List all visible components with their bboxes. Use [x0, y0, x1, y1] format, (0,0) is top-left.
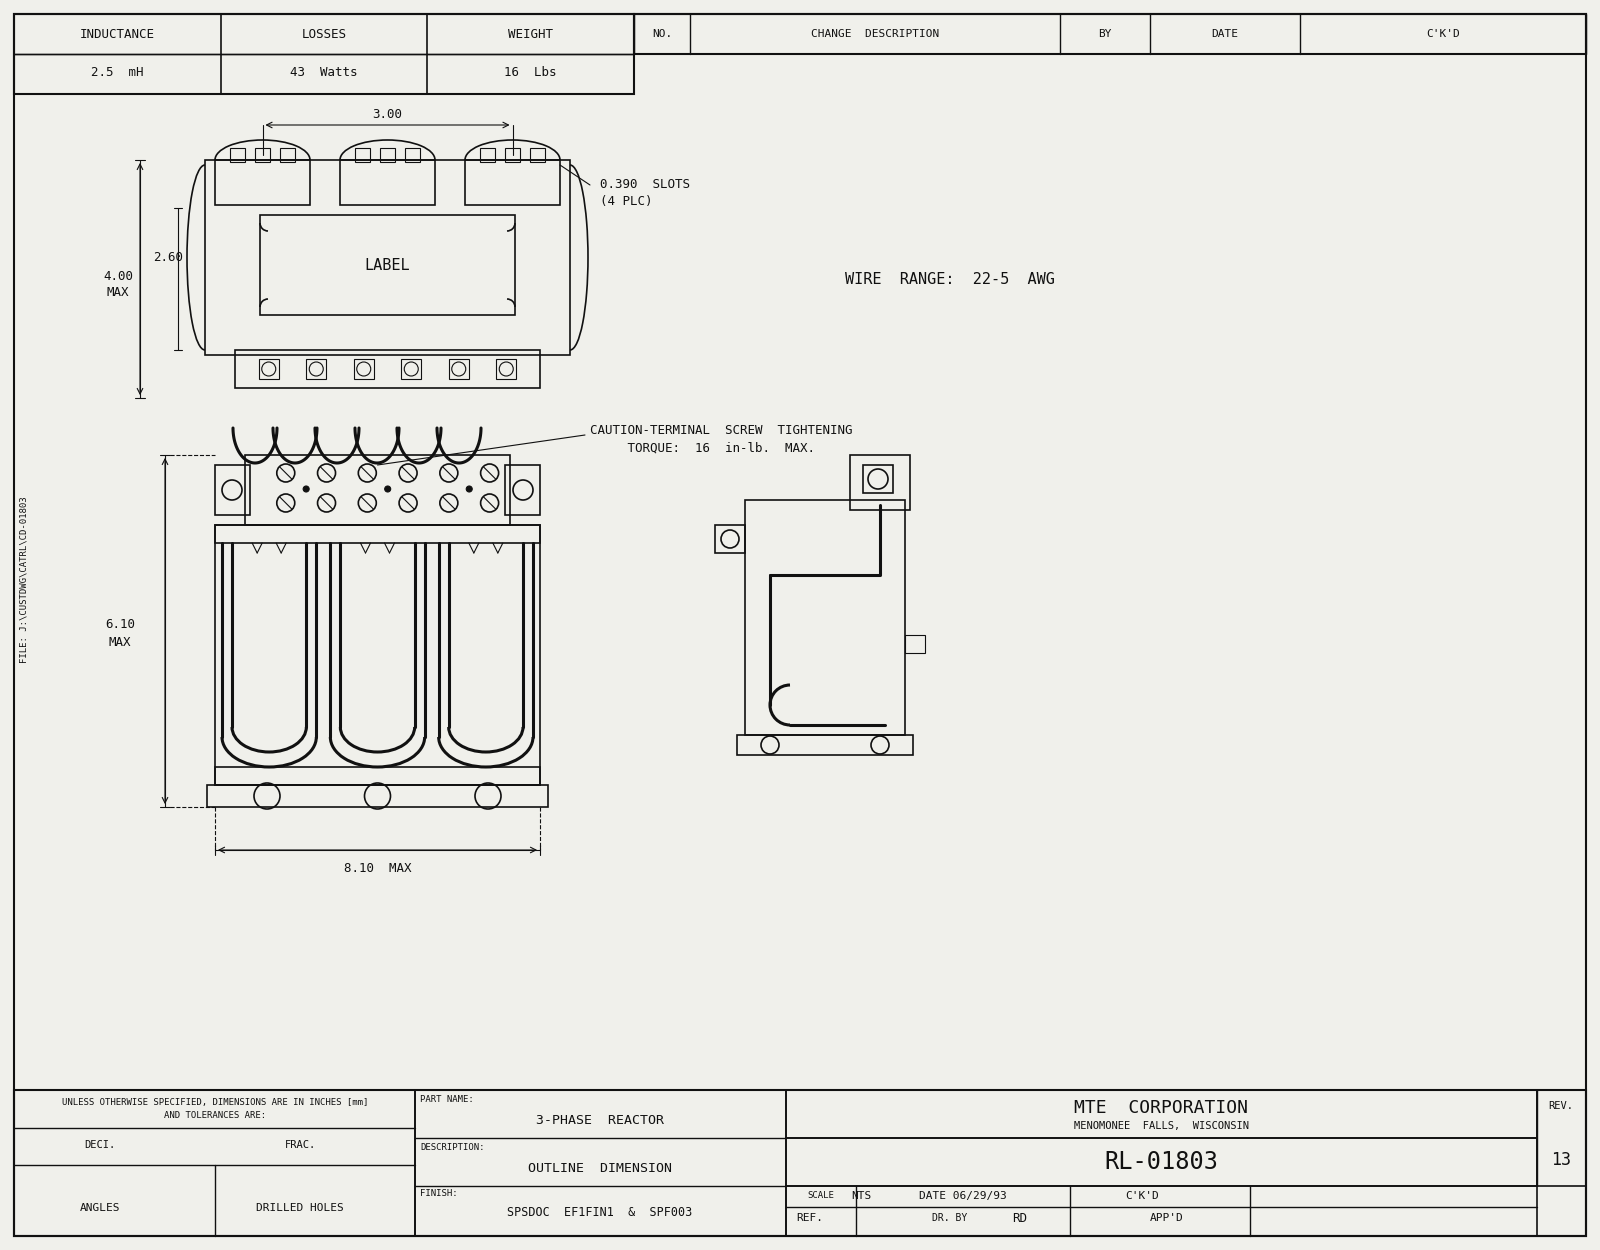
Circle shape	[302, 486, 309, 492]
Text: INDUCTANCE: INDUCTANCE	[80, 28, 155, 40]
Bar	[506, 465, 541, 515]
Bar	[786, 1090, 1538, 1138]
Bar	[354, 359, 374, 379]
Bar	[254, 148, 270, 162]
Bar	[280, 148, 294, 162]
Text: FILE: J:\CUSTDWG\CATRL\CD-01803: FILE: J:\CUSTDWG\CATRL\CD-01803	[19, 496, 29, 664]
Text: ANGLES: ANGLES	[80, 1202, 120, 1212]
Text: 2.5  mH: 2.5 mH	[91, 66, 144, 80]
Text: 43  Watts: 43 Watts	[290, 66, 358, 80]
Bar	[235, 350, 541, 388]
Bar	[206, 785, 547, 808]
Text: 16  Lbs: 16 Lbs	[504, 66, 557, 80]
Text: SPSDOC  EF1FIN1  &  SPF003: SPSDOC EF1FIN1 & SPF003	[507, 1205, 693, 1219]
Bar	[506, 148, 520, 162]
Circle shape	[384, 486, 390, 492]
Text: DATE: DATE	[1211, 29, 1238, 39]
Bar	[448, 359, 469, 379]
Bar	[738, 735, 914, 755]
Bar	[480, 148, 494, 162]
Text: 6.10: 6.10	[106, 619, 134, 631]
Bar	[214, 525, 541, 785]
Text: DR. BY: DR. BY	[933, 1212, 968, 1222]
Text: APP'D: APP'D	[1150, 1212, 1184, 1222]
Text: (4 PLC): (4 PLC)	[600, 195, 653, 208]
Text: CHANGE  DESCRIPTION: CHANGE DESCRIPTION	[811, 29, 939, 39]
Bar	[214, 525, 541, 542]
Bar	[259, 359, 278, 379]
Text: 13: 13	[1550, 1151, 1571, 1169]
Text: TORQUE:  16  in-lb.  MAX.: TORQUE: 16 in-lb. MAX.	[590, 441, 814, 455]
Bar	[355, 148, 370, 162]
Bar	[850, 455, 910, 510]
Text: 8.10  MAX: 8.10 MAX	[344, 861, 411, 875]
Bar	[862, 465, 893, 492]
Bar	[205, 160, 570, 355]
Text: SCALE: SCALE	[808, 1191, 835, 1200]
Bar	[405, 148, 419, 162]
Text: FRAC.: FRAC.	[285, 1140, 315, 1150]
Text: C'K'D: C'K'D	[1426, 29, 1459, 39]
Bar	[786, 1186, 1538, 1236]
Text: WEIGHT: WEIGHT	[509, 28, 554, 40]
Text: DRILLED HOLES: DRILLED HOLES	[256, 1202, 344, 1212]
Bar	[1538, 1090, 1586, 1186]
Text: UNLESS OTHERWISE SPECIFIED, DIMENSIONS ARE IN INCHES [mm]: UNLESS OTHERWISE SPECIFIED, DIMENSIONS A…	[62, 1098, 368, 1106]
Text: MAX: MAX	[107, 286, 130, 299]
Text: MAX: MAX	[109, 635, 131, 649]
Bar	[245, 455, 510, 525]
Bar	[530, 148, 546, 162]
Text: FINISH:: FINISH:	[419, 1190, 458, 1199]
Text: PART NAME:: PART NAME:	[419, 1095, 474, 1105]
Text: RD: RD	[1013, 1211, 1027, 1225]
Circle shape	[466, 486, 472, 492]
Bar	[746, 500, 906, 735]
Text: DESCRIPTION:: DESCRIPTION:	[419, 1144, 485, 1152]
Bar	[466, 160, 560, 205]
Text: REV.: REV.	[1549, 1101, 1573, 1111]
Text: 3.00: 3.00	[373, 109, 403, 121]
Text: OUTLINE  DIMENSION: OUTLINE DIMENSION	[528, 1161, 672, 1175]
Text: LOSSES: LOSSES	[301, 28, 347, 40]
Text: NO.: NO.	[651, 29, 672, 39]
Bar	[214, 465, 250, 515]
Text: MTE  CORPORATION: MTE CORPORATION	[1074, 1099, 1248, 1118]
Text: DECI.: DECI.	[85, 1140, 115, 1150]
Bar	[715, 525, 746, 552]
Text: 0.390  SLOTS: 0.390 SLOTS	[600, 179, 690, 191]
Bar	[214, 768, 541, 785]
Bar	[496, 359, 517, 379]
Text: BY: BY	[1098, 29, 1112, 39]
Text: DATE 06/29/93: DATE 06/29/93	[918, 1191, 1006, 1201]
Bar	[786, 1138, 1538, 1186]
Bar	[402, 359, 421, 379]
Text: WIRE  RANGE:  22-5  AWG: WIRE RANGE: 22-5 AWG	[845, 272, 1054, 288]
Text: RL-01803: RL-01803	[1104, 1150, 1218, 1174]
Bar	[14, 14, 634, 94]
Text: MENOMONEE  FALLS,  WISCONSIN: MENOMONEE FALLS, WISCONSIN	[1074, 1121, 1248, 1131]
Bar	[634, 14, 1586, 54]
Bar	[339, 160, 435, 205]
Bar	[906, 635, 925, 652]
Text: 2.60: 2.60	[154, 251, 182, 264]
Text: NTS: NTS	[851, 1191, 872, 1201]
Bar	[259, 215, 515, 315]
Text: C'K'D: C'K'D	[1125, 1191, 1158, 1201]
Bar	[381, 148, 395, 162]
Text: REF.: REF.	[797, 1212, 824, 1222]
Bar	[214, 160, 310, 205]
Text: AND TOLERANCES ARE:: AND TOLERANCES ARE:	[163, 1111, 266, 1120]
Text: 4.00: 4.00	[102, 270, 133, 282]
Bar	[230, 148, 245, 162]
Text: 3-PHASE  REACTOR: 3-PHASE REACTOR	[536, 1114, 664, 1126]
Text: CAUTION-TERMINAL  SCREW  TIGHTENING: CAUTION-TERMINAL SCREW TIGHTENING	[590, 424, 853, 436]
Bar	[414, 1090, 786, 1236]
Text: LABEL: LABEL	[365, 258, 410, 272]
Bar	[306, 359, 326, 379]
Bar	[14, 1090, 414, 1236]
Bar	[14, 1090, 1586, 1236]
